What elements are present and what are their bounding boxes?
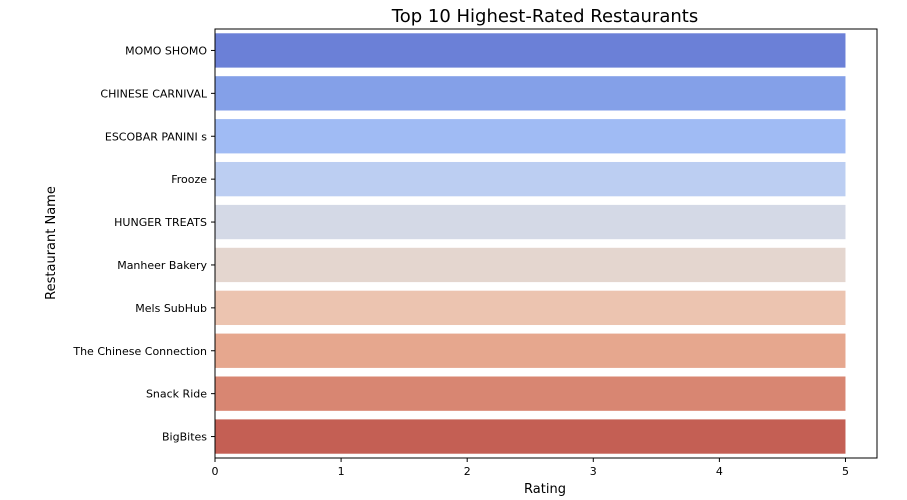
- bar: [215, 419, 846, 454]
- bar: [215, 33, 846, 68]
- x-tick-label: 5: [842, 465, 849, 478]
- y-tick-label: MOMO SHOMO: [125, 44, 207, 57]
- x-axis-label: Rating: [524, 482, 566, 497]
- x-tick-label: 1: [338, 465, 345, 478]
- bar: [215, 204, 846, 240]
- y-axis-label: Restaurant Name: [44, 186, 59, 300]
- x-tick-label: 4: [716, 465, 723, 478]
- bars-group: [215, 33, 846, 454]
- y-tick-label: ESCOBAR PANINI s: [105, 130, 207, 143]
- bar: [215, 119, 846, 154]
- chart-title: Top 10 Highest-Rated Restaurants: [391, 6, 698, 27]
- bar: [215, 376, 846, 411]
- plot-frame: [214, 28, 878, 459]
- bar: [215, 247, 846, 283]
- x-tick-label: 0: [212, 465, 219, 478]
- bar: [215, 333, 846, 368]
- x-tick-label: 3: [590, 465, 597, 478]
- bar: [215, 290, 846, 326]
- x-axis-ticks: 0 1 2 3 4 5: [212, 458, 849, 478]
- y-axis-ticks: MOMO SHOMO CHINESE CARNIVAL ESCOBAR PANINI…: [72, 44, 215, 444]
- y-tick-label: BigBites: [162, 431, 207, 444]
- y-tick-label: Snack Ride: [146, 388, 207, 401]
- bar: [215, 161, 846, 197]
- y-tick-label: Mels SubHub: [135, 302, 207, 315]
- y-tick-label: HUNGER TREATS: [114, 216, 207, 229]
- y-tick-label: CHINESE CARNIVAL: [100, 87, 207, 100]
- y-tick-label: The Chinese Connection: [72, 345, 207, 358]
- bar: [215, 76, 846, 111]
- y-tick-label: Manheer Bakery: [117, 259, 207, 272]
- y-tick-label: Frooze: [171, 173, 207, 186]
- x-tick-label: 2: [464, 465, 471, 478]
